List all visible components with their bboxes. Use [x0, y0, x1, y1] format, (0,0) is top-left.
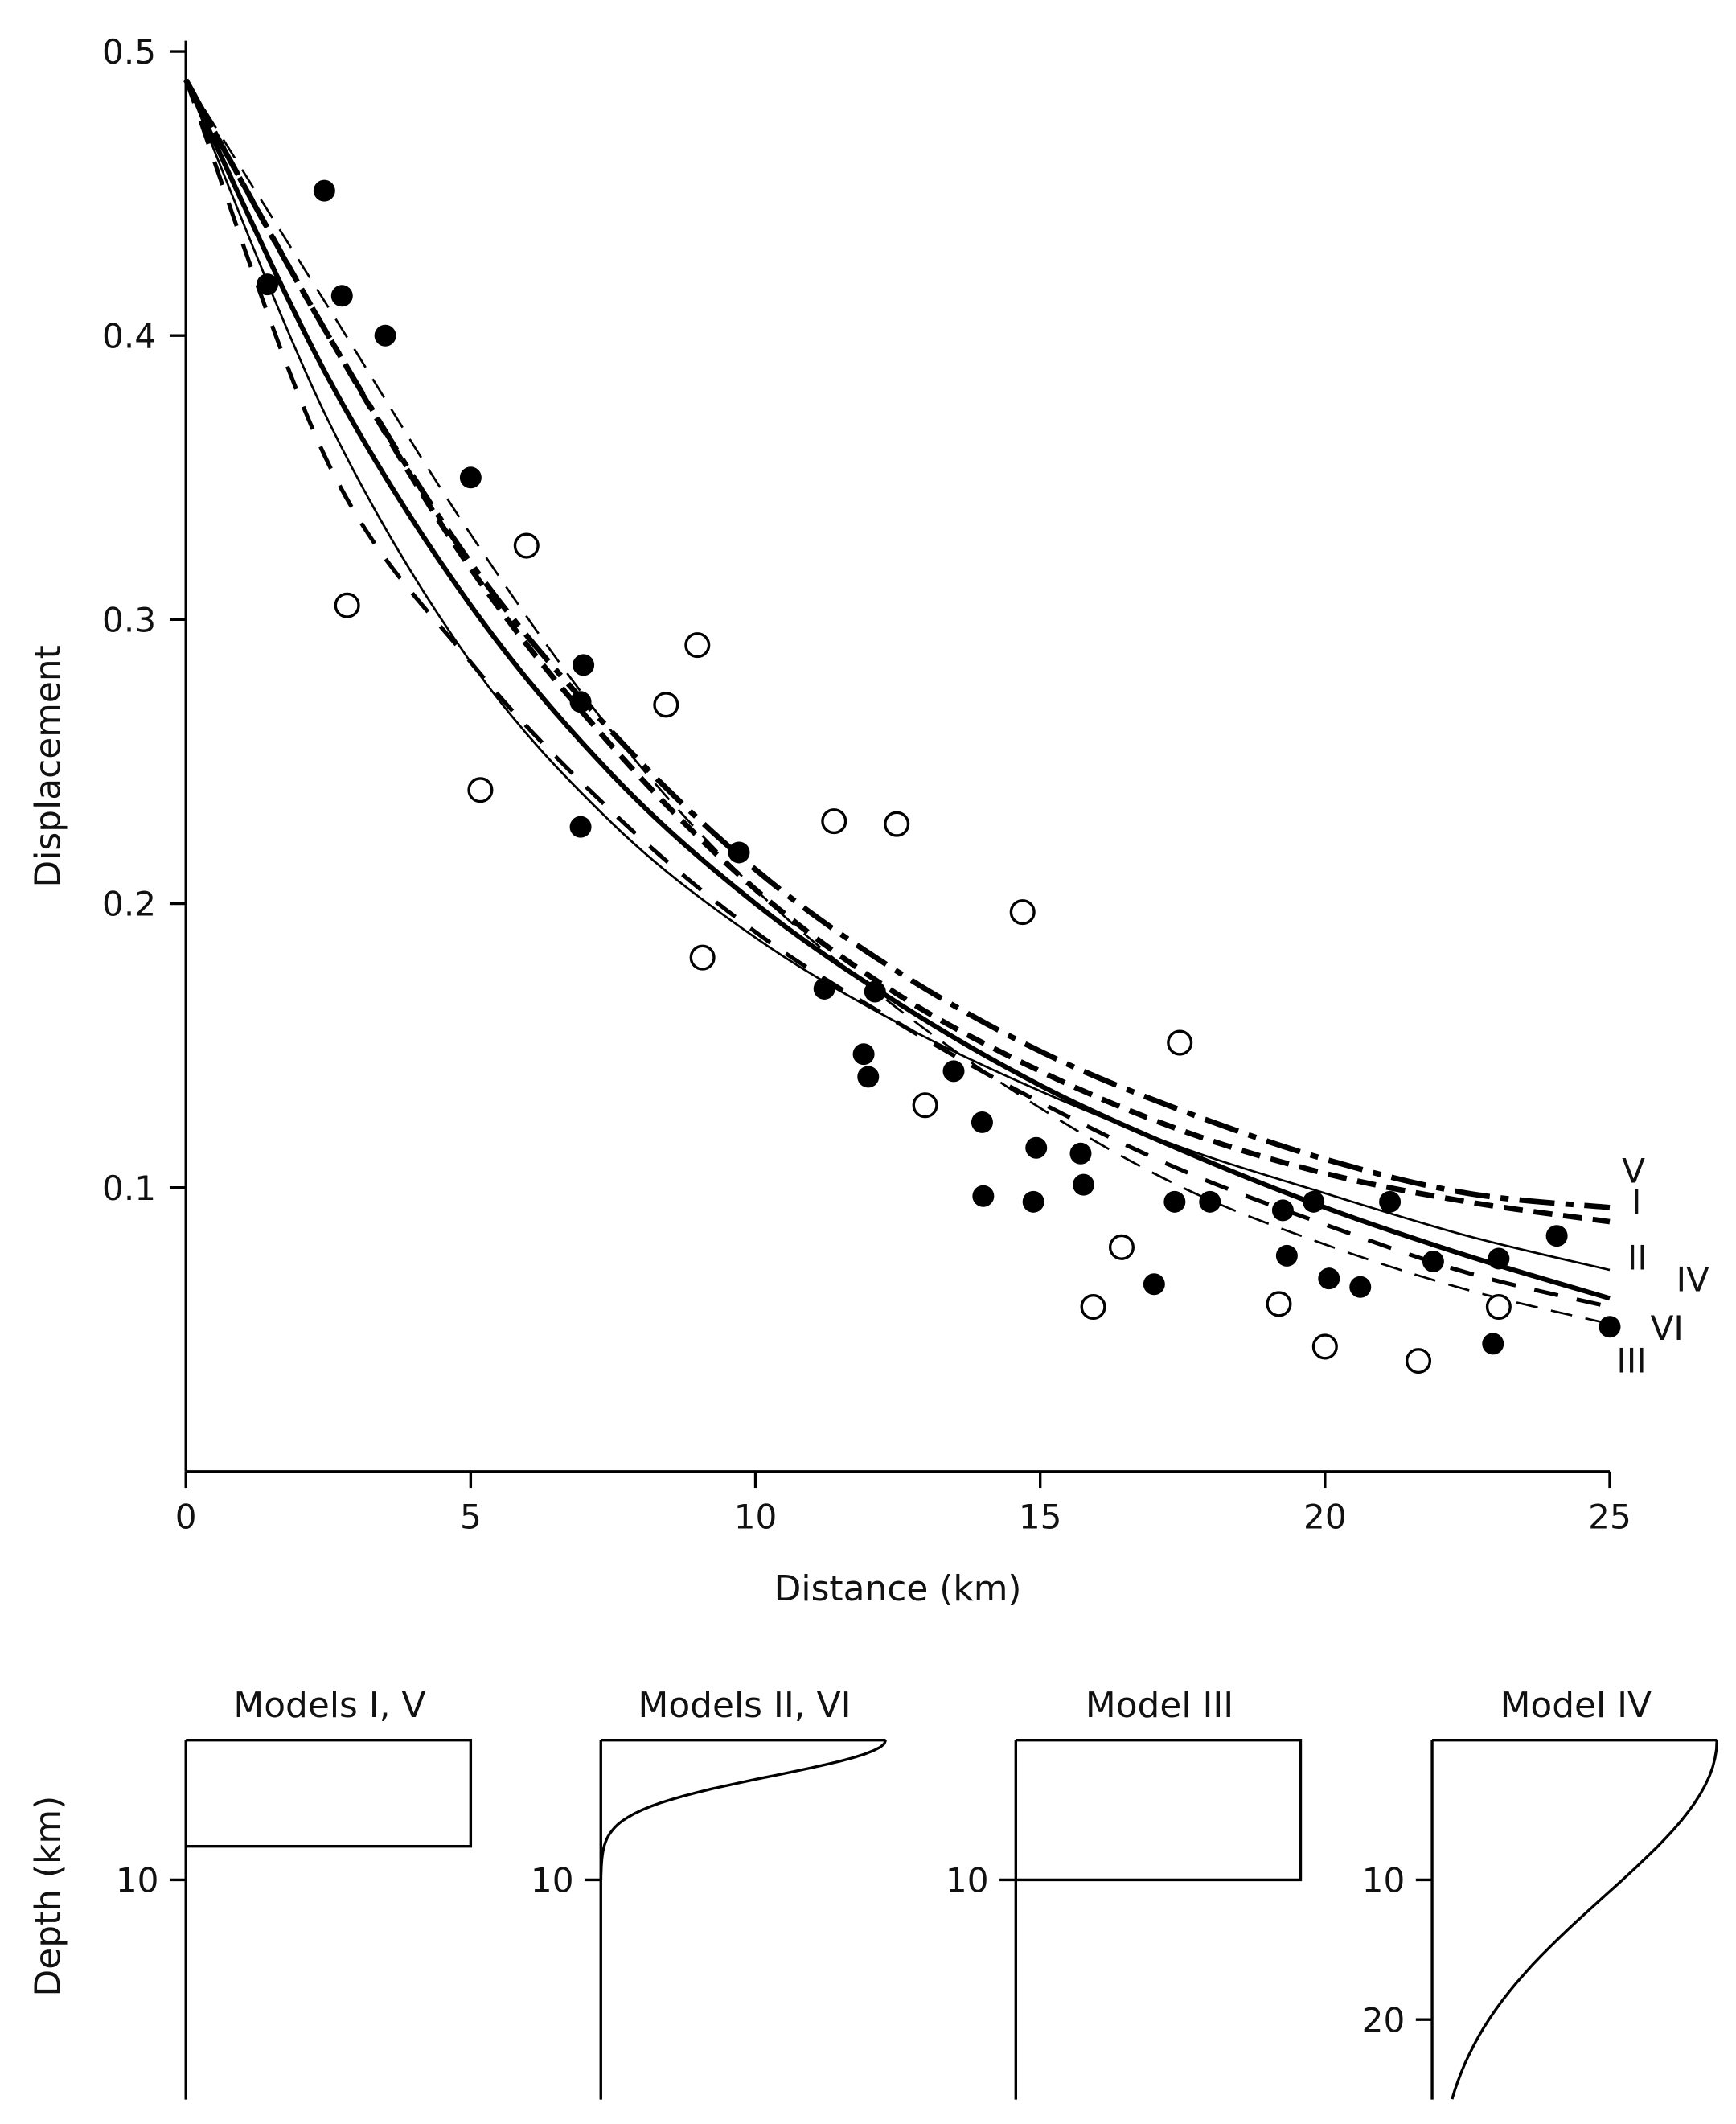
curve-label-II: II [1627, 1239, 1648, 1278]
y-tick-label: 0.5 [102, 32, 156, 72]
curve-label-V: V [1622, 1152, 1645, 1191]
filled-data-point [864, 980, 886, 1003]
filled-data-point [1379, 1190, 1402, 1213]
filled-data-point [971, 1111, 993, 1133]
curve-label-VI: VI [1651, 1308, 1684, 1348]
filled-data-point [852, 1043, 875, 1066]
depth-tick-label: 10 [116, 1861, 159, 1900]
open-data-point [1266, 1291, 1292, 1317]
model-box [1016, 1739, 1303, 1882]
filled-data-point [573, 654, 595, 676]
filled-data-point [1318, 1267, 1340, 1290]
y-tick-label: 0.1 [102, 1169, 156, 1208]
open-data-point [912, 1092, 938, 1119]
x-tick-label: 10 [734, 1497, 778, 1537]
x-tick-label: 20 [1303, 1497, 1347, 1537]
filled-data-point [1488, 1247, 1510, 1270]
panel-title: Model III [1086, 1685, 1233, 1726]
depth-tick-label: 10 [1362, 1861, 1406, 1900]
depth-axis-label: Depth (km) [27, 1796, 68, 1997]
open-data-point [1108, 1234, 1135, 1260]
open-data-point [884, 811, 910, 837]
filled-data-point [1199, 1190, 1221, 1213]
filled-data-point [459, 466, 482, 489]
open-data-point [1080, 1293, 1106, 1321]
filled-data-point [569, 816, 592, 838]
open-data-point [334, 592, 360, 618]
filled-data-point [1422, 1250, 1444, 1272]
filled-data-point [1271, 1199, 1294, 1222]
filled-data-point [1022, 1190, 1044, 1213]
filled-data-point [1545, 1225, 1568, 1247]
y-tick-label: 0.2 [102, 885, 156, 924]
filled-data-point [313, 179, 335, 202]
open-data-point [513, 532, 540, 559]
filled-data-point [813, 977, 835, 1000]
filled-data-point [857, 1066, 880, 1088]
filled-data-point [330, 285, 353, 307]
open-data-point [1485, 1293, 1512, 1321]
panel-title: Models I, V [233, 1685, 425, 1726]
depth-tick-label: 20 [1362, 2000, 1406, 2040]
filled-data-point [1025, 1136, 1048, 1159]
model-curve-VI [185, 79, 1611, 1325]
filled-data-point [1069, 1142, 1092, 1165]
model-curve-III [183, 79, 1611, 1309]
x-tick-label: 5 [460, 1497, 482, 1537]
open-data-point [1009, 899, 1036, 926]
open-data-point [684, 632, 711, 659]
y-tick-label: 0.4 [102, 316, 156, 355]
y-axis-label: Displacement [27, 645, 68, 887]
x-tick-label: 25 [1588, 1497, 1631, 1537]
model-curve-I [183, 78, 1611, 1225]
filled-data-point [374, 324, 396, 347]
open-data-point [689, 944, 716, 971]
depth-panel: Models I, V 10 [116, 1685, 473, 2100]
depth-tick-label: 10 [946, 1861, 989, 1900]
filled-data-point [1163, 1190, 1186, 1213]
open-data-point [1167, 1029, 1193, 1056]
curve-label-III: III [1616, 1341, 1646, 1381]
curve-label-I: I [1631, 1182, 1641, 1222]
filled-data-point [569, 691, 592, 713]
filled-data-point [257, 273, 278, 296]
open-data-point [467, 777, 494, 803]
filled-data-point [1073, 1173, 1095, 1196]
filled-data-point [942, 1060, 965, 1083]
panel-title: Model IV [1500, 1685, 1652, 1726]
depth-panel: Model IV 10 20 [1362, 1685, 1718, 2100]
depth-panel: Models II, VI 10 [531, 1685, 887, 2100]
filled-data-point [1143, 1273, 1165, 1296]
filled-data-point [1599, 1316, 1621, 1338]
model-box [186, 1739, 473, 1848]
model-profile-curve [1451, 1740, 1718, 2100]
open-data-point [653, 692, 679, 718]
y-tick-label: 0.3 [102, 601, 156, 640]
filled-data-point [1275, 1244, 1298, 1267]
open-data-point [1405, 1348, 1432, 1374]
depth-tick-label: 10 [531, 1861, 574, 1900]
filled-data-point [1349, 1276, 1372, 1298]
x-axis-label: Distance (km) [774, 1568, 1022, 1609]
panel-title: Models II, VI [638, 1685, 852, 1726]
depth-panel: Model III 10 [946, 1685, 1303, 2100]
open-data-point [821, 808, 847, 835]
curve-label-IV: IV [1676, 1260, 1709, 1300]
model-profile-curve [599, 1740, 887, 1880]
open-data-point [1311, 1333, 1338, 1360]
x-tick-label: 0 [175, 1497, 197, 1537]
filled-data-point [1482, 1333, 1504, 1355]
model-curve-IV [183, 79, 1611, 1301]
filled-data-point [972, 1185, 995, 1207]
x-tick-label: 15 [1019, 1497, 1062, 1537]
filled-data-point [1303, 1190, 1325, 1213]
filled-data-point [728, 841, 750, 864]
model-curve-II [184, 79, 1611, 1272]
model-curve-V [183, 78, 1611, 1210]
